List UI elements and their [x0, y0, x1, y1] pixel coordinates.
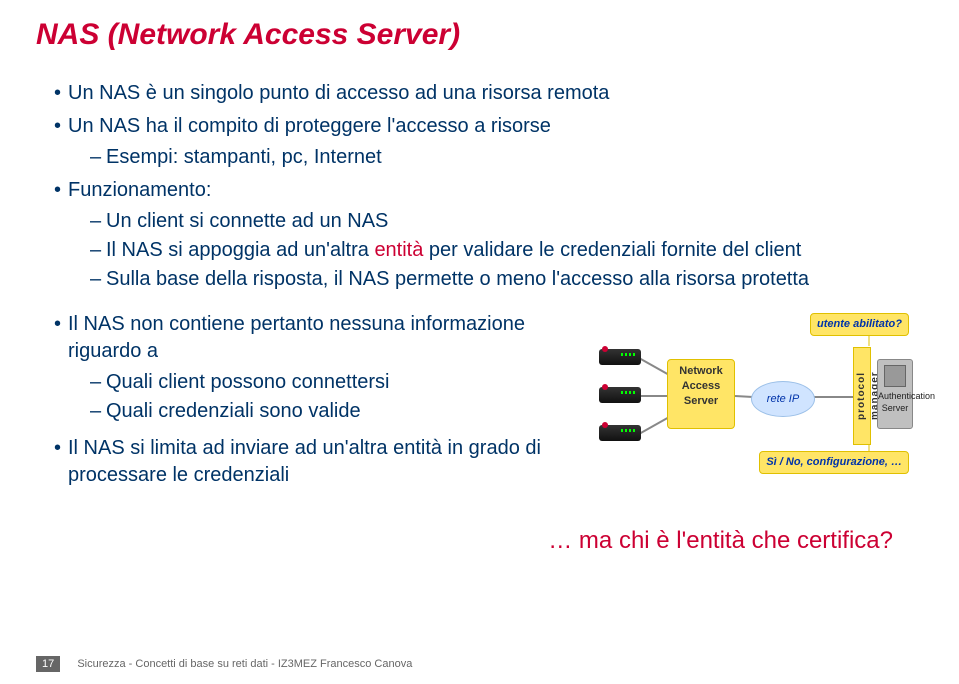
footer-text: Sicurezza - Concetti di base su reti dat…: [77, 658, 412, 670]
bullet-5: Il NAS si limita ad inviare ad un'altra …: [54, 435, 583, 489]
bullet-2: Un NAS ha il compito di proteggere l'acc…: [54, 113, 923, 171]
nas-box: Network Access Server: [667, 359, 735, 429]
bullet-3-sub-1: Un client si connette ad un NAS: [90, 208, 923, 235]
protocol-manager-box: protocol manager: [853, 347, 871, 445]
router-icon-2: [599, 387, 641, 403]
bubble-question: utente abilitato?: [810, 313, 909, 336]
closing-question: … ma chi è l'entità che certifica?: [36, 525, 923, 557]
bullet-1: Un NAS è un singolo punto di accesso ad …: [54, 80, 923, 107]
auth-server-box: Authentication Server: [877, 359, 913, 429]
router-icon-1: [599, 349, 641, 365]
bullet-2-sub-1: Esempi: stampanti, pc, Internet: [90, 144, 923, 171]
bullet-4-sub-1: Quali client possono connettersi: [90, 369, 583, 396]
slide-footer: 17 Sicurezza - Concetti di base su reti …: [36, 656, 412, 672]
bubble-answer: Sì / No, configurazione, …: [759, 451, 909, 474]
slide-title: NAS (Network Access Server): [36, 18, 923, 52]
highlight-entita: entità: [374, 239, 423, 261]
bullet-3: Funzionamento: Un client si connette ad …: [54, 177, 923, 293]
bullet-4: Il NAS non contiene pertanto nessuna inf…: [54, 311, 583, 425]
network-diagram: Network Access Server rete IP protocol m…: [593, 311, 913, 511]
page-number: 17: [36, 656, 60, 672]
bullet-3-text: Funzionamento:: [68, 179, 211, 201]
bullet-4-sub-2: Quali credenziali sono valide: [90, 398, 583, 425]
ip-cloud: rete IP: [751, 381, 815, 417]
router-icon-3: [599, 425, 641, 441]
bullet-3-sub-3: Sulla base della risposta, il NAS permet…: [90, 266, 923, 293]
bullet-3-sub-2: Il NAS si appoggia ad un'altra entità pe…: [90, 237, 923, 264]
bullet-4-text: Il NAS non contiene pertanto nessuna inf…: [68, 313, 525, 362]
slide-content: Un NAS è un singolo punto di accesso ad …: [36, 80, 923, 557]
bullet-2-text: Un NAS ha il compito di proteggere l'acc…: [68, 115, 551, 137]
